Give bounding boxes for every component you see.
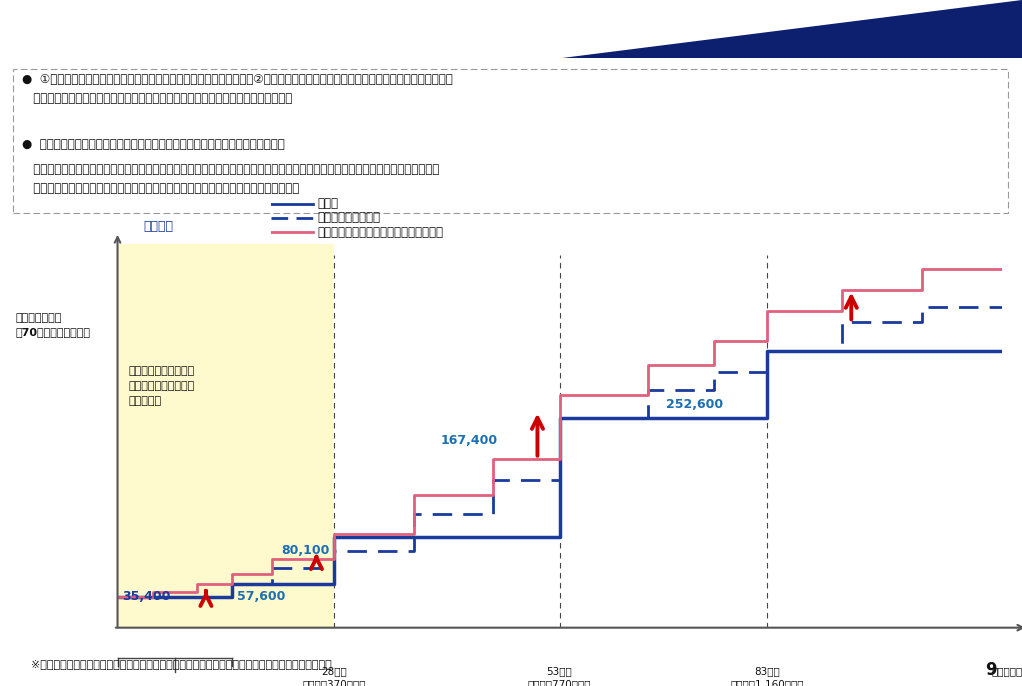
Text: 28万円
（年収約370万円）: 28万円 （年収約370万円） [303,666,366,686]
FancyBboxPatch shape [13,69,1008,213]
Text: 83万円
（年収約1,160万円）: 83万円 （年収約1,160万円） [731,666,804,686]
Text: ：所得区分を細分化した上で、引き上げ: ：所得区分を細分化した上で、引き上げ [317,226,443,239]
Text: 平均的な収入を下回る
所得区分の引き上げ率
は緩和する: 平均的な収入を下回る 所得区分の引き上げ率 は緩和する [128,366,194,406]
Text: 35,400: 35,400 [122,590,171,603]
Text: ●  その際、能力に応じて全世代が支え合う全世代型社会保障を構築する観点から: ● その際、能力に応じて全世代が支え合う全世代型社会保障を構築する観点から [22,138,285,151]
Text: ：現行: ：現行 [317,197,338,210]
Text: 標準報酬月額: 標準報酬月額 [991,666,1022,676]
Bar [118,244,334,628]
Text: ※システム的にも十分対応可能な範囲から施行していく。（早ければ来年夏以降からの施行を想定）: ※システム的にも十分対応可能な範囲から施行していく。（早ければ来年夏以降からの施… [31,659,331,669]
Text: 高額療養費制度の見直しの方向性（案）のイメージ: 高額療養費制度の見直しの方向性（案）のイメージ [15,17,340,41]
Text: 53万円
（年収約770万円）: 53万円 （年収約770万円） [527,666,592,686]
Text: 9: 9 [985,661,996,679]
Text: 80,100: 80,100 [281,543,329,556]
Text: 57,600: 57,600 [237,590,285,603]
Text: ●  ①高額療養費の自己負担限度額の見直し（一定程度の引き上げ）、②所得区分に応じたきめ細かい制度設計とする観点からの所得
   区分の細分化（住民税非課税区分: ● ①高額療養費の自己負担限度額の見直し（一定程度の引き上げ）、②所得区分に応じ… [22,73,453,105]
Text: 自己負担限度額
（70歳未満・定額分）: 自己負担限度額 （70歳未満・定額分） [15,313,90,338]
Polygon shape [562,0,1022,58]
Text: 的には、平均的な収入を超える所得区分については、平均的な引き上げ率よりも高い率で引き上げる一方で、平均的な収入を下回
   る所得区分の引き上げ率は緩和するなど: 的には、平均的な収入を超える所得区分については、平均的な引き上げ率よりも高い率で… [22,163,439,196]
Text: イメージ: イメージ [143,220,174,233]
Text: 252,600: 252,600 [665,398,723,411]
Text: 167,400: 167,400 [440,434,498,447]
Text: ：所得区分を細分化: ：所得区分を細分化 [317,211,380,224]
